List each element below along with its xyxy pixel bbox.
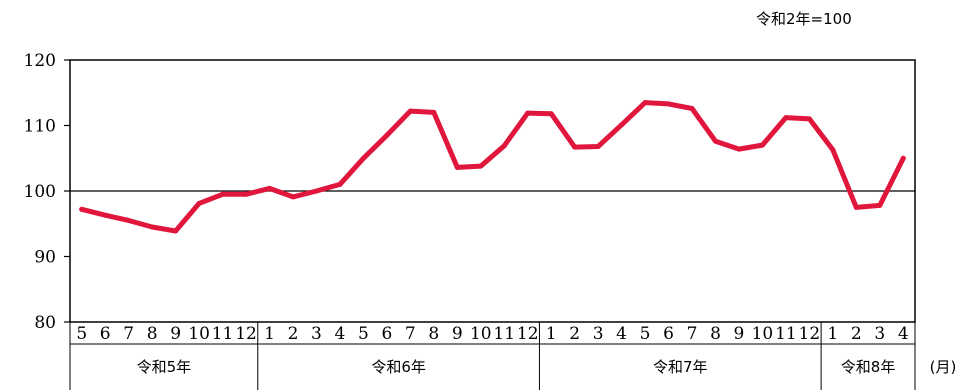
month-label: 6 [663, 324, 674, 344]
data-point [126, 217, 132, 223]
data-point [900, 155, 906, 161]
data-point [454, 164, 460, 170]
month-label: 10 [752, 324, 774, 344]
data-point [830, 147, 836, 153]
month-label: 11 [212, 324, 234, 344]
y-tick-label: 100 [24, 182, 56, 202]
month-label: 5 [76, 324, 87, 344]
month-label: 8 [147, 324, 158, 344]
data-point [712, 138, 718, 144]
data-point [806, 116, 812, 122]
y-tick-label: 120 [24, 51, 56, 71]
month-label: 12 [517, 324, 539, 344]
month-label: 9 [452, 324, 463, 344]
data-point [220, 191, 226, 197]
data-point [783, 115, 789, 121]
data-point [501, 143, 507, 149]
month-label: 10 [470, 324, 492, 344]
index-series-line [79, 100, 906, 234]
month-label: 6 [100, 324, 111, 344]
month-label: 3 [311, 324, 322, 344]
month-label: 5 [640, 324, 651, 344]
data-point [689, 105, 695, 111]
year-label: 令和8年 [841, 358, 896, 376]
data-point [149, 224, 155, 230]
month-label: 11 [493, 324, 515, 344]
y-tick-label: 80 [34, 313, 56, 333]
month-label: 8 [428, 324, 439, 344]
data-point [759, 142, 765, 148]
month-label: 2 [569, 324, 580, 344]
data-point [877, 202, 883, 208]
month-label: 5 [358, 324, 369, 344]
data-point [337, 181, 343, 187]
month-label: 3 [874, 324, 885, 344]
month-label: 1 [827, 324, 838, 344]
data-point [853, 204, 859, 210]
month-label: 4 [898, 324, 909, 344]
data-point [384, 132, 390, 138]
month-label: 4 [335, 324, 346, 344]
data-point [267, 185, 273, 191]
data-point [407, 108, 413, 114]
month-label: 9 [734, 324, 745, 344]
data-point [736, 146, 742, 152]
base-year-note: 令和2年=100 [756, 10, 852, 28]
month-label: 11 [775, 324, 797, 344]
month-label: 12 [799, 324, 821, 344]
data-point [431, 109, 437, 115]
month-label: 1 [546, 324, 557, 344]
y-tick-label: 110 [24, 117, 56, 137]
data-point [173, 228, 179, 234]
month-label: 7 [687, 324, 698, 344]
year-label: 令和5年 [137, 358, 192, 376]
month-label: 7 [405, 324, 416, 344]
data-point [525, 110, 531, 116]
month-label: 2 [288, 324, 299, 344]
month-label: 6 [381, 324, 392, 344]
data-point [313, 188, 319, 194]
data-point [102, 212, 108, 218]
year-label: 令和6年 [371, 358, 426, 376]
month-label: 1 [264, 324, 275, 344]
y-tick-label: 90 [34, 248, 56, 268]
month-label: 12 [235, 324, 257, 344]
data-point [572, 144, 578, 150]
month-label: 9 [170, 324, 181, 344]
month-label: 10 [188, 324, 210, 344]
data-point [548, 111, 554, 117]
month-label: 7 [123, 324, 134, 344]
data-point [478, 163, 484, 169]
data-point [666, 101, 672, 107]
month-label: 4 [616, 324, 627, 344]
month-label: 2 [851, 324, 862, 344]
data-point [619, 122, 625, 128]
data-point [595, 143, 601, 149]
data-point [290, 194, 296, 200]
year-label: 令和7年 [653, 358, 708, 376]
data-point [360, 155, 366, 161]
data-point [196, 200, 202, 206]
month-label: 8 [710, 324, 721, 344]
month-label: 3 [593, 324, 604, 344]
data-point [243, 191, 249, 197]
month-unit-label: (月) [930, 358, 957, 376]
data-point [642, 100, 648, 106]
data-point [79, 206, 85, 212]
